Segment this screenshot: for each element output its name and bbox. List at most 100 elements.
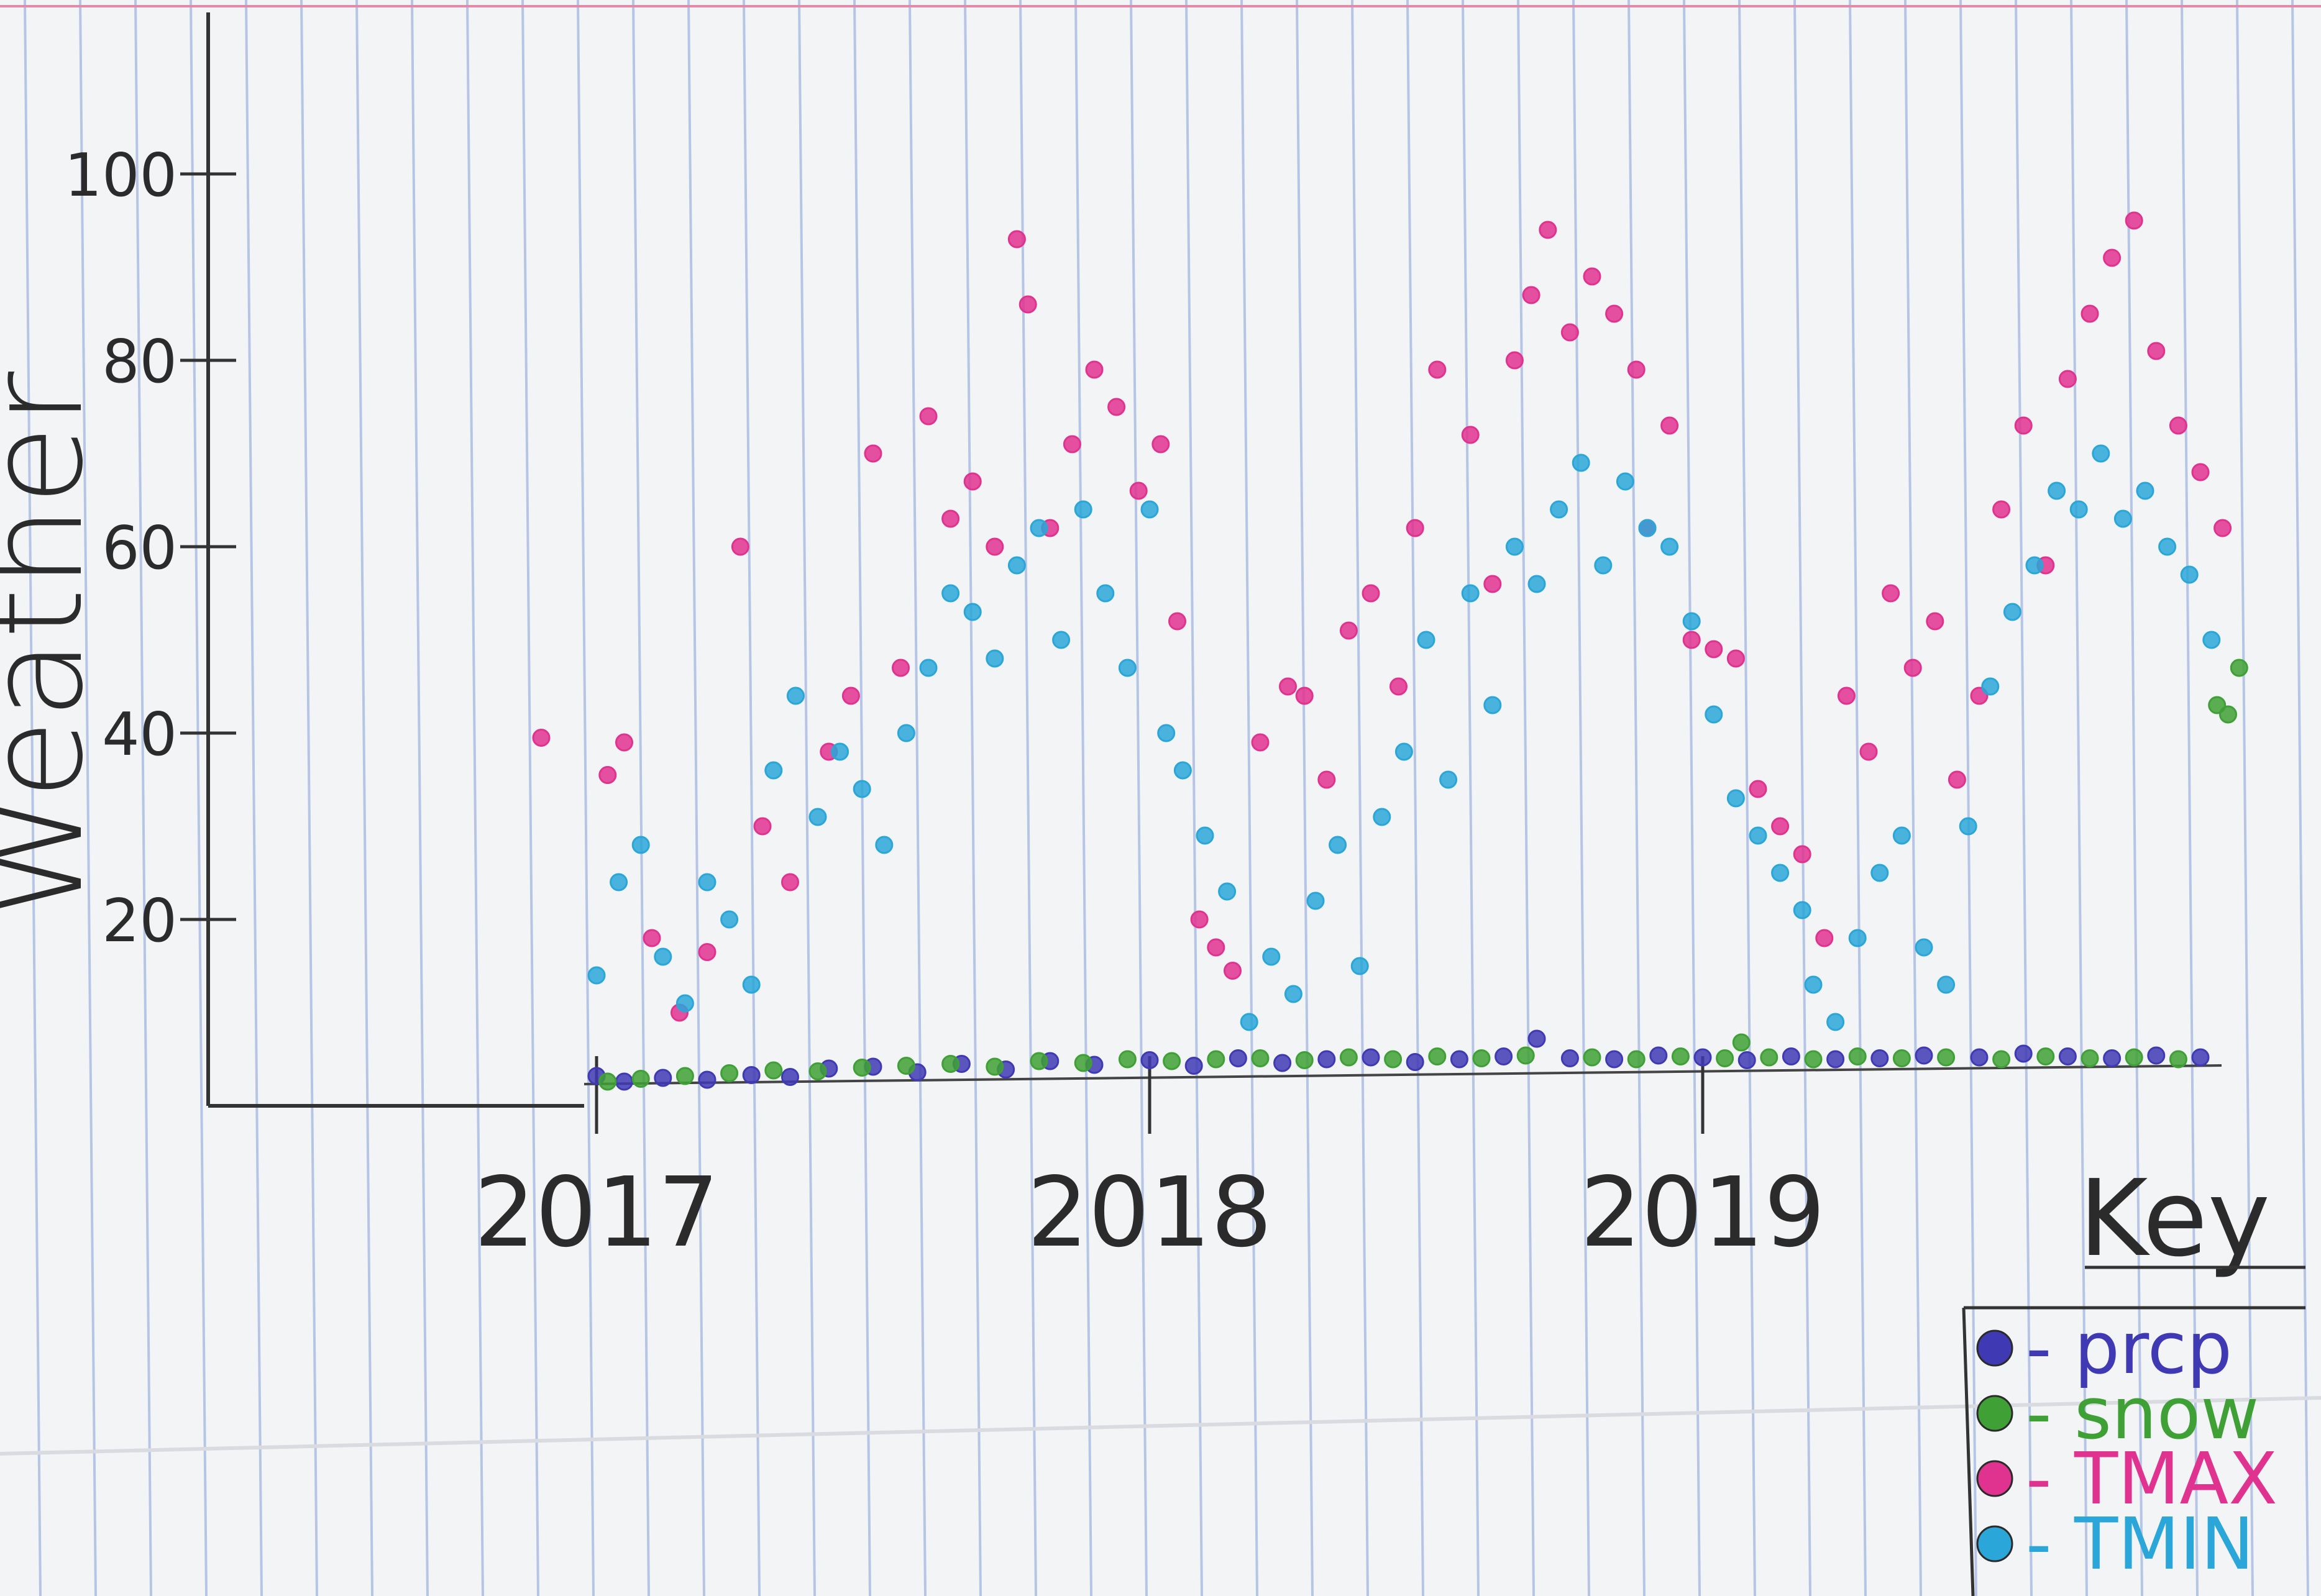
paper-rule-line (1185, 0, 1203, 1596)
point-tmin (1594, 556, 1613, 575)
point-tmax (1019, 295, 1037, 314)
point-snow (941, 1055, 960, 1073)
point-tmin (786, 686, 805, 705)
point-tmin (1052, 631, 1071, 649)
point-tmin (2136, 481, 2154, 500)
point-tmax (1882, 584, 1900, 603)
point-tmax (1749, 780, 1767, 798)
paper-rule-line (2015, 0, 2033, 1596)
paper-rule-line (521, 0, 539, 1596)
legend-marker-tmin (1976, 1525, 2013, 1562)
point-tmax (2125, 211, 2143, 230)
point-tmax (1362, 584, 1380, 603)
point-snow (1937, 1048, 1956, 1067)
point-tmin (1350, 957, 1369, 975)
point-tmax (1224, 962, 1242, 980)
point-tmax (1815, 929, 1834, 947)
point-snow (1163, 1052, 1181, 1070)
point-tmax (753, 817, 772, 836)
point-snow (1295, 1051, 1314, 1069)
paper-rule-line (1793, 0, 1811, 1596)
point-tmax (643, 929, 661, 947)
point-tmax (2147, 342, 2166, 360)
paper-rule-line (79, 0, 97, 1596)
point-prcp (1826, 1050, 1845, 1069)
y-tick-label: 20 (102, 887, 177, 955)
x-axis-line-baseline (584, 1064, 2222, 1085)
point-tmin (1306, 891, 1325, 910)
point-snow (1732, 1033, 1751, 1052)
point-tmax (841, 686, 860, 705)
paper-rule-line (1406, 0, 1424, 1596)
point-tmin (875, 836, 894, 854)
point-tmin (1749, 826, 1767, 845)
point-snow (720, 1064, 739, 1082)
point-tmax (963, 472, 982, 491)
point-tmin (919, 659, 938, 677)
point-tmin (654, 947, 672, 966)
point-prcp (1737, 1051, 1756, 1069)
point-snow (1627, 1050, 1646, 1069)
point-tmax (2213, 519, 2232, 537)
point-prcp (742, 1066, 761, 1084)
point-tmin (1439, 770, 1458, 789)
point-tmax (781, 873, 799, 891)
point-tmin (1915, 938, 1933, 957)
point-prcp (1406, 1053, 1424, 1071)
point-tmin (1848, 929, 1867, 947)
point-tmin (1726, 789, 1745, 808)
paper-rule-line (632, 0, 650, 1596)
paper-rule-line (300, 0, 318, 1596)
y-axis-label: Weather (0, 371, 112, 921)
point-tmin (1959, 817, 1977, 836)
point-tmax (1539, 221, 1557, 239)
point-tmin (1030, 519, 1048, 537)
point-tmin (1218, 882, 1237, 901)
point-tmin (2003, 603, 2021, 621)
point-tmin (2069, 500, 2088, 519)
point-tmax (2014, 416, 2033, 435)
paper-rule-line (466, 0, 484, 1596)
point-prcp (1317, 1050, 1336, 1069)
y-tick-group: 20 40 60 80 100 (65, 142, 236, 955)
y-tick-label: 80 (102, 328, 177, 396)
point-tmax (2191, 463, 2210, 481)
legend: Key - prcp- snow- TMAX- TMIN (1962, 1157, 2305, 1596)
point-tmax (1560, 323, 1579, 342)
legend-marker-tmax (1976, 1460, 2013, 1497)
paper-rule-line (853, 0, 871, 1596)
point-tmin (1262, 947, 1281, 966)
paper-rule-line (964, 0, 982, 1596)
point-tmax (1583, 267, 1601, 286)
point-tmin (831, 742, 849, 761)
point-prcp (2191, 1048, 2210, 1067)
point-tmin (2180, 565, 2199, 584)
point-snow (1516, 1046, 1535, 1065)
point-tmax (1859, 742, 1878, 761)
point-tmax (1793, 845, 1811, 864)
x-tick-label: 2018 (1027, 1156, 1272, 1269)
point-tmax (1007, 230, 1026, 249)
point-tmin (1096, 584, 1115, 603)
point-tmax (1505, 351, 1524, 370)
point-tmax (986, 537, 1004, 556)
point-tmin (2025, 556, 2044, 575)
point-snow (2036, 1047, 2055, 1065)
point-tmin (2092, 444, 2110, 463)
point-snow (986, 1057, 1004, 1076)
paper-rule-line (909, 0, 927, 1596)
y-tick-label: 60 (102, 514, 177, 583)
paper-rule-line (245, 0, 263, 1596)
point-tmax (1627, 360, 1646, 379)
paper-rule-line (411, 0, 429, 1596)
point-tmin (963, 603, 982, 621)
x-tick-label: 2019 (1580, 1156, 1825, 1269)
paper-rule-line (355, 0, 373, 1596)
x-tick-group: 2017 2018 2019 (474, 1056, 1825, 1269)
point-tmin (1007, 556, 1026, 575)
point-tmax (1063, 435, 1081, 454)
legend-marker-prcp (1976, 1329, 2013, 1367)
point-tmax (2103, 249, 2122, 267)
point-snow (2125, 1048, 2143, 1067)
